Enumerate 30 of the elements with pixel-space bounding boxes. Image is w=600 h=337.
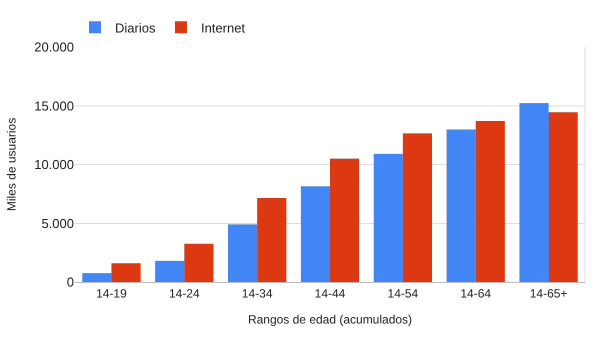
legend-label: Diarios xyxy=(115,20,156,36)
y-tick-label: 10.000 xyxy=(34,157,74,172)
y-tick-label: 20.000 xyxy=(34,40,74,55)
x-tick-label: 14-34 xyxy=(242,286,273,300)
x-tick-label: 14-44 xyxy=(314,286,346,300)
bar xyxy=(374,154,403,282)
bar xyxy=(446,129,476,282)
x-axis-title: Rangos de edad (acumulados) xyxy=(248,312,412,326)
legend-label: Internet xyxy=(200,20,246,36)
bar xyxy=(82,273,112,282)
bar xyxy=(548,112,578,282)
x-tick-label: 14-64 xyxy=(460,286,492,300)
bar xyxy=(330,158,360,282)
x-tick-label: 14-24 xyxy=(168,286,200,300)
y-tick-label: 15.000 xyxy=(34,98,74,114)
y-tick-label: 0 xyxy=(66,274,74,290)
x-tick-label: 14-54 xyxy=(388,286,419,300)
x-tick-label: 14-65+ xyxy=(530,286,568,300)
y-tick-label: 5.000 xyxy=(41,216,74,231)
bar xyxy=(300,186,330,282)
bar xyxy=(257,198,286,282)
bar xyxy=(228,224,258,282)
bar xyxy=(184,244,214,282)
x-tick-label: 14-19 xyxy=(96,286,128,300)
bar xyxy=(111,263,141,282)
bar xyxy=(402,133,432,282)
bar xyxy=(519,103,549,282)
bar xyxy=(476,121,505,282)
y-axis-title: Miles de usuarios xyxy=(4,118,19,212)
bar xyxy=(155,260,184,282)
